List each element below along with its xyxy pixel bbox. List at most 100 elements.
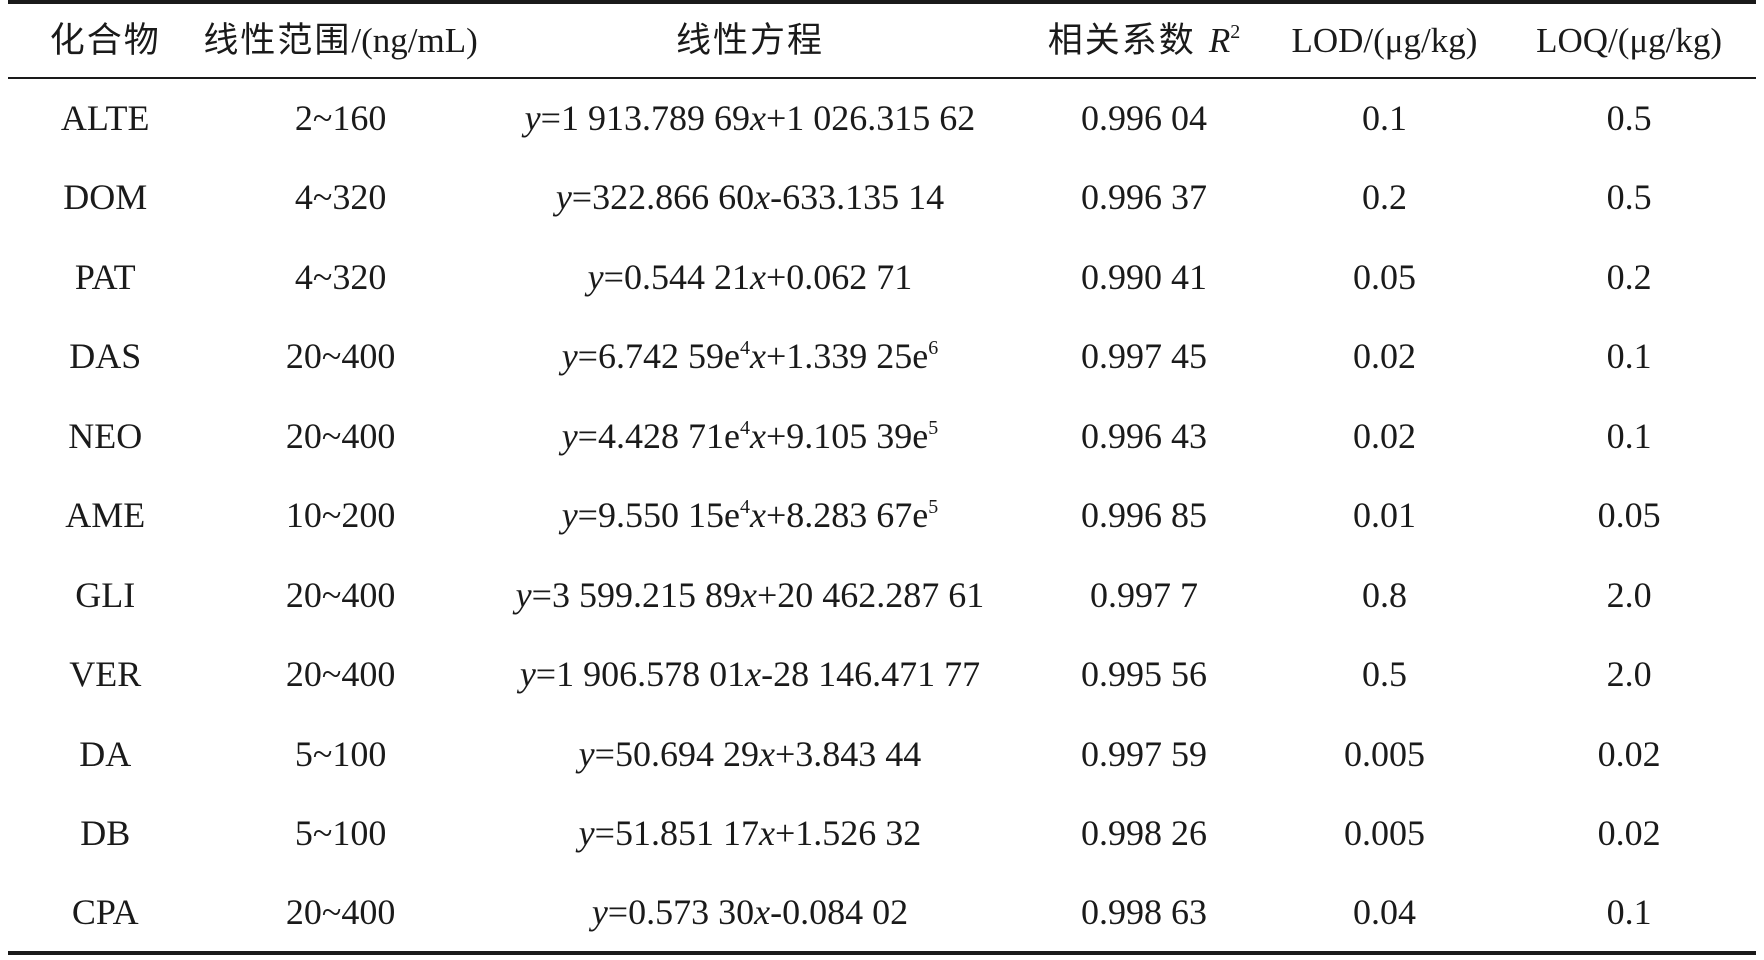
cell-linear-equation: y=1 906.578 01x-28 146.471 77 (479, 635, 1021, 715)
equation-exponent: 4 (739, 416, 750, 439)
cell-compound: DOM (63, 177, 148, 218)
equation-term: -633.135 14 (770, 177, 945, 218)
header-compound: 化合物 (8, 2, 202, 78)
equation-term: +1.339 25e (765, 336, 929, 377)
cell-compound: GLI (75, 574, 136, 615)
table-header: 化合物 线性范围/(ng/mL) 线性方程 相关系数 R2 LOD/(μg/kg… (8, 2, 1756, 78)
equation-variable: y (561, 495, 578, 536)
equation-term: +8.283 67e (765, 495, 929, 536)
cell-lod: 0.2 (1361, 177, 1407, 218)
table-row: NEO 20~400 y=4.428 71e4x+9.105 39e5 0.996 4… (8, 396, 1756, 476)
cell-lod: 0.1 (1361, 98, 1407, 139)
cell-compound: CPA (71, 891, 139, 932)
equation-variable: y (578, 733, 595, 774)
cell-linear-equation: y=0.573 30x-0.084 02 (479, 873, 1021, 953)
header-equation: 线性方程 (479, 2, 1021, 78)
cell-linear-range: 4~320 (294, 256, 387, 297)
equation-term: +3.843 44 (774, 733, 922, 774)
cell-lod: 0.5 (1361, 654, 1407, 695)
cell-linear-equation: y=6.742 59e4x+1.339 25e6 (479, 317, 1021, 397)
header-equation-label: 线性方程 (675, 20, 824, 61)
cell-loq: 0.02 (1597, 733, 1661, 774)
equation-term: =6.742 59e (577, 336, 740, 377)
table-row: DOM 4~320 y=322.866 60x-633.135 14 0.996 37… (8, 158, 1756, 238)
cell-loq: 0.1 (1606, 336, 1652, 377)
header-r2-symbol: R (1208, 20, 1231, 60)
equation-variable: y (515, 574, 532, 615)
cell-linear-range: 20~400 (285, 336, 396, 377)
equation-term: -0.084 02 (770, 891, 909, 932)
cell-linear-equation: y=50.694 29x+3.843 44 (479, 714, 1021, 794)
cell-linear-equation: y=3 599.215 89x+20 462.287 61 (479, 555, 1021, 635)
equation-variable: y (587, 256, 604, 297)
header-loq-label: LOQ/(μg/kg) (1536, 21, 1723, 60)
table-row: VER 20~400 y=1 906.578 01x-28 146.471 77 0.… (8, 635, 1756, 715)
cell-lod: 0.8 (1361, 574, 1407, 615)
equation-term: +20 462.287 61 (756, 574, 985, 615)
equation-variable: y (524, 98, 541, 139)
header-linear-range-unit: /(ng/mL) (351, 20, 478, 60)
cell-correlation-r2: 0.998 63 (1080, 891, 1207, 932)
equation-term: -28 146.471 77 (761, 654, 981, 695)
cell-lod: 0.04 (1352, 891, 1416, 932)
equation-term: +1.526 32 (774, 813, 922, 854)
equation-term: +0.062 71 (765, 256, 913, 297)
cell-linear-range: 2~160 (294, 98, 387, 139)
cell-correlation-r2: 0.997 59 (1080, 733, 1207, 774)
cell-linear-equation: y=51.851 17x+1.526 32 (479, 794, 1021, 874)
table-row: DB 5~100 y=51.851 17x+1.526 32 0.998 26 0.00… (8, 794, 1756, 874)
equation-variable: x (754, 891, 771, 932)
cell-compound: DB (80, 813, 131, 854)
cell-lod: 0.02 (1352, 336, 1416, 377)
equation-variable: x (740, 574, 757, 615)
cell-correlation-r2: 0.990 41 (1080, 256, 1207, 297)
cell-linear-equation: y=9.550 15e4x+8.283 67e5 (479, 476, 1021, 556)
equation-term: =0.544 21 (603, 256, 750, 297)
equation-variable: x (745, 654, 762, 695)
calibration-table-container: 化合物 线性范围/(ng/mL) 线性方程 相关系数 R2 LOD/(μg/kg… (8, 0, 1756, 955)
equation-variable: y (578, 813, 595, 854)
equation-variable: x (749, 336, 766, 377)
cell-loq: 2.0 (1606, 574, 1652, 615)
cell-lod: 0.02 (1352, 415, 1416, 456)
equation-term: =51.851 17 (594, 813, 759, 854)
table-row: ALTE 2~160 y=1 913.789 69x+1 026.315 62 0.9… (8, 78, 1756, 158)
header-compound-label: 化合物 (49, 20, 161, 61)
equation-term: +1 026.315 62 (765, 98, 976, 139)
equation-variable: y (519, 654, 536, 695)
cell-lod: 0.005 (1343, 813, 1425, 854)
cell-linear-range: 20~400 (285, 654, 396, 695)
cell-correlation-r2: 0.995 56 (1080, 654, 1207, 695)
equation-term: =3 599.215 89 (531, 574, 741, 615)
equation-term: =322.866 60 (571, 177, 755, 218)
cell-correlation-r2: 0.996 43 (1080, 415, 1207, 456)
equation-variable: y (561, 336, 578, 377)
cell-lod: 0.05 (1352, 256, 1416, 297)
cell-correlation-r2: 0.998 26 (1080, 813, 1207, 854)
cell-correlation-r2: 0.996 04 (1080, 98, 1207, 139)
equation-variable: x (754, 177, 771, 218)
cell-correlation-r2: 0.997 7 (1089, 574, 1198, 615)
cell-lod: 0.01 (1352, 495, 1416, 536)
table-row: PAT 4~320 y=0.544 21x+0.062 71 0.990 41 0.05… (8, 237, 1756, 317)
equation-exponent: 5 (928, 496, 939, 519)
equation-variable: y (555, 177, 572, 218)
equation-term: =0.573 30 (607, 891, 755, 932)
cell-correlation-r2: 0.997 45 (1080, 336, 1207, 377)
cell-linear-range: 4~320 (294, 177, 387, 218)
equation-variable: x (749, 415, 766, 456)
header-r2-superscript: 2 (1230, 20, 1241, 43)
cell-linear-range: 5~100 (294, 733, 387, 774)
table-row: AME 10~200 y=9.550 15e4x+8.283 67e5 0.996 8… (8, 476, 1756, 556)
cell-compound: NEO (68, 415, 143, 456)
cell-loq: 0.05 (1597, 495, 1661, 536)
header-lod-label: LOD/(μg/kg) (1291, 21, 1478, 60)
cell-compound: PAT (74, 256, 136, 297)
equation-term: =50.694 29 (594, 733, 759, 774)
header-loq: LOQ/(μg/kg) (1502, 2, 1756, 78)
cell-loq: 0.2 (1606, 256, 1652, 297)
equation-term: +9.105 39e (765, 415, 929, 456)
cell-loq: 0.1 (1606, 415, 1652, 456)
cell-loq: 0.1 (1606, 891, 1652, 932)
cell-linear-range: 20~400 (285, 574, 396, 615)
